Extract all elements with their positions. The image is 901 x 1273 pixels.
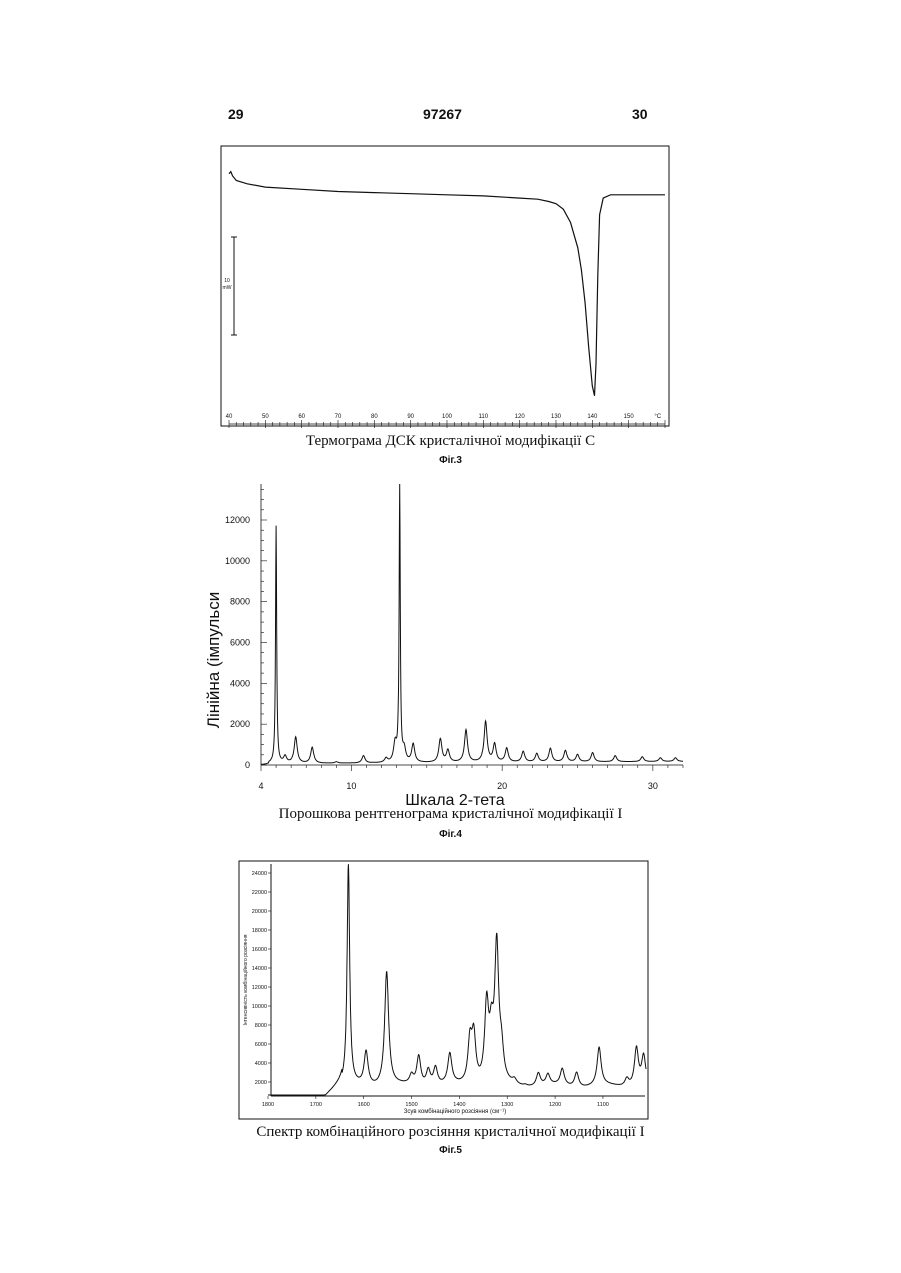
fig5-x-axis-title: Зсув комбінаційного розсіяння (см⁻¹) — [404, 1108, 507, 1115]
fig4-y-tick-label: 2000 — [230, 719, 250, 729]
fig5-y-tick-label: 20000 — [252, 909, 267, 915]
fig3-label: Фіг.3 — [0, 455, 901, 466]
fig5-y-tick-label: 12000 — [252, 985, 267, 991]
fig3-x-tick-label: 120 — [515, 414, 526, 420]
fig5-spectrum-line — [268, 864, 646, 1095]
fig4-y-tick-label: 6000 — [230, 638, 250, 648]
fig4-y-axis-title: Лінійна (імпульси — [204, 592, 223, 728]
fig5-y-tick-label: 8000 — [255, 1023, 267, 1029]
fig5-x-tick-label: 1200 — [549, 1102, 561, 1108]
fig5-x-tick-label: 1800 — [262, 1102, 274, 1108]
fig3-x-tick-label: 110 — [479, 414, 489, 420]
fig3-x-tick-label: 60 — [298, 414, 305, 420]
fig3-x-tick-label: 50 — [262, 414, 269, 420]
fig5-y-tick-label: 2000 — [255, 1080, 267, 1086]
fig5-y-tick-label: 6000 — [255, 1042, 267, 1048]
fig4-x-tick-label: 20 — [497, 781, 507, 791]
fig5-x-tick-label: 1500 — [405, 1102, 417, 1108]
fig3-x-tick-label: 80 — [371, 414, 378, 420]
fig4-caption: Порошкова рентгенограма кристалічної мод… — [0, 806, 901, 823]
fig4-y-tick-label: 4000 — [230, 678, 250, 688]
fig5-y-tick-label: 22000 — [252, 890, 267, 896]
fig3-scale-bar-label: 10 — [224, 278, 230, 284]
fig4-y-tick-label: 10000 — [225, 556, 250, 566]
fig3-caption: Термограма ДСК кристалічної модифікації … — [0, 433, 901, 450]
fig3-series-line — [229, 172, 665, 396]
fig3-scale-bar-unit: mW — [223, 285, 232, 291]
fig5-y-tick-label: 14000 — [252, 966, 267, 972]
fig5-y-tick-label: 18000 — [252, 928, 267, 934]
fig5-y-tick-label: 16000 — [252, 947, 267, 953]
fig3-x-tick-label: 130 — [551, 414, 562, 420]
fig4-y-tick-label: 8000 — [230, 597, 250, 607]
fig3-x-unit-label: °C — [654, 414, 661, 420]
fig3-x-tick-label: 90 — [407, 414, 414, 420]
fig4-y-tick-label: 12000 — [225, 515, 250, 525]
fig5-outer-frame — [239, 861, 648, 1119]
fig5-x-tick-label: 1100 — [597, 1102, 609, 1108]
fig5-y-tick-label: 4000 — [255, 1061, 267, 1067]
fig4-label: Фіг.4 — [0, 829, 901, 840]
fig3-x-tick-label: 150 — [624, 414, 635, 420]
fig3-x-tick-label: 140 — [587, 414, 598, 420]
fig3-x-tick-label: 40 — [226, 414, 233, 420]
fig5-x-tick-label: 1300 — [501, 1102, 513, 1108]
fig3-x-tick-label: 100 — [442, 414, 453, 420]
fig5-x-tick-label: 1400 — [453, 1102, 465, 1108]
fig5-y-axis-title: Інтенсивність комбінаційного розсіяння — [242, 934, 249, 1025]
fig5-y-tick-label: 10000 — [252, 1004, 267, 1010]
fig5-x-tick-label: 1700 — [310, 1102, 322, 1108]
fig4-x-tick-label: 10 — [346, 781, 356, 791]
fig5-y-tick-label: 24000 — [252, 871, 267, 877]
fig4-x-tick-label: 4 — [258, 781, 263, 791]
fig5-label: Фіг.5 — [0, 1145, 901, 1156]
fig4-x-tick-label: 30 — [648, 781, 658, 791]
fig4-y-tick-label: 0 — [245, 760, 250, 770]
fig5-x-tick-label: 1600 — [358, 1102, 370, 1108]
fig3-x-tick-label: 70 — [335, 414, 342, 420]
fig5-caption: Спектр комбінаційного розсіяння кристалі… — [0, 1124, 901, 1141]
fig4-pattern-line — [261, 484, 683, 764]
